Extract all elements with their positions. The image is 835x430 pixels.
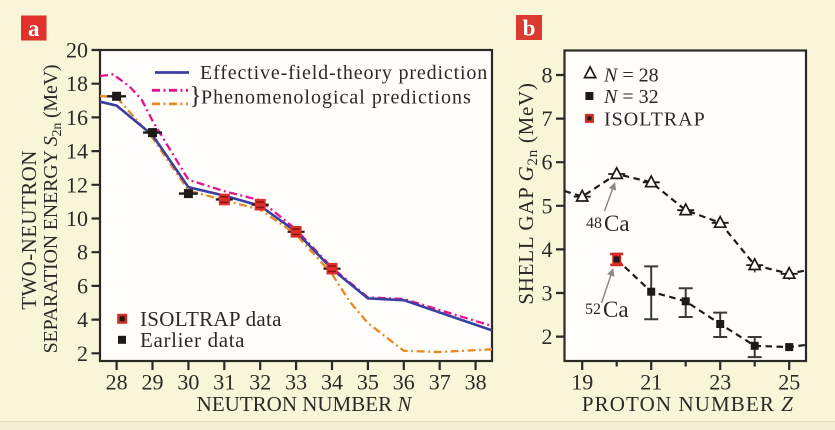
svg-text:16: 16: [66, 105, 88, 130]
svg-text:6: 6: [77, 273, 88, 298]
svg-text:35: 35: [357, 370, 379, 395]
svg-text:}: }: [190, 83, 202, 110]
svg-text:21: 21: [640, 370, 662, 395]
svg-text:23: 23: [709, 370, 731, 395]
svg-text:N = 28: N = 28: [603, 65, 659, 87]
svg-text:28: 28: [106, 370, 128, 395]
svg-text:48: 48: [586, 215, 602, 232]
svg-text:33: 33: [285, 370, 307, 395]
svg-text:8: 8: [542, 63, 553, 88]
svg-text:Phenomenological predictions: Phenomenological predictions: [201, 87, 472, 109]
svg-text:19: 19: [571, 370, 593, 395]
svg-text:30: 30: [177, 370, 199, 395]
svg-text:38: 38: [465, 370, 487, 395]
svg-text:18: 18: [66, 71, 88, 96]
svg-text:4: 4: [77, 307, 88, 332]
svg-text:32: 32: [249, 370, 271, 395]
svg-text:4: 4: [542, 237, 553, 262]
svg-text:2: 2: [542, 324, 553, 349]
svg-text:37: 37: [429, 370, 451, 395]
svg-text:8: 8: [77, 240, 88, 265]
svg-text:5: 5: [542, 193, 553, 218]
svg-text:Earlier data: Earlier data: [140, 328, 245, 352]
svg-text:b: b: [523, 16, 536, 41]
svg-text:a: a: [28, 16, 40, 41]
svg-text:52: 52: [585, 301, 601, 318]
svg-text:6: 6: [542, 150, 553, 175]
svg-text:SEPARATION ENERGY S2n (MeV): SEPARATION ENERGY S2n (MeV): [40, 65, 65, 354]
svg-text:31: 31: [213, 370, 235, 395]
svg-text:Ca: Ca: [604, 211, 630, 236]
svg-text:7: 7: [542, 106, 553, 131]
svg-text:Ca: Ca: [603, 297, 629, 322]
svg-text:NEUTRON NUMBER N: NEUTRON NUMBER N: [197, 392, 413, 416]
svg-text:ISOLTRAP: ISOLTRAP: [604, 109, 706, 131]
svg-text:36: 36: [393, 370, 415, 395]
svg-text:PROTON NUMBER Z: PROTON NUMBER Z: [582, 392, 794, 416]
svg-text:20: 20: [66, 38, 88, 63]
svg-text:14: 14: [66, 139, 88, 164]
svg-text:34: 34: [321, 370, 343, 395]
svg-text:2: 2: [77, 341, 88, 366]
svg-text:25: 25: [778, 370, 800, 395]
svg-text:ISOLTRAP data: ISOLTRAP data: [140, 307, 282, 331]
svg-text:3: 3: [542, 281, 553, 306]
svg-text:Effective-field-theory predict: Effective-field-theory prediction: [200, 62, 488, 84]
svg-text:TWO-NEUTRON: TWO-NEUTRON: [17, 150, 41, 310]
svg-text:SHELL GAP G2n (MeV): SHELL GAP G2n (MeV): [514, 82, 541, 304]
svg-text:29: 29: [142, 370, 164, 395]
svg-text:12: 12: [66, 172, 88, 197]
svg-text:N = 32: N = 32: [603, 86, 659, 108]
svg-text:10: 10: [66, 206, 88, 231]
